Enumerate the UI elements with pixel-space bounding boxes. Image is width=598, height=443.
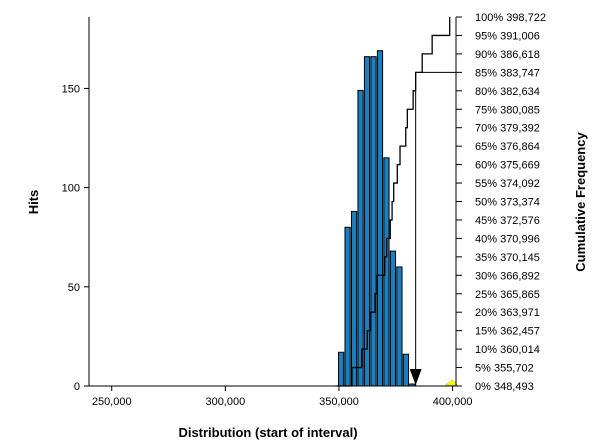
cumulative-label: 85% 383,747	[475, 67, 540, 79]
histogram-bar	[376, 50, 384, 387]
x-tick-label: 250,000	[92, 396, 132, 408]
cumulative-label: 55% 374,092	[475, 178, 540, 190]
cumulative-label: 35% 370,145	[475, 252, 540, 264]
histogram-bar	[396, 266, 403, 387]
cumulative-label: 40% 370,996	[475, 233, 540, 245]
cumulative-label: 30% 366,892	[475, 270, 540, 282]
cumulative-layer	[335, 17, 459, 387]
cumulative-label: 95% 391,006	[475, 30, 540, 42]
histogram-bar	[402, 353, 410, 387]
y-axis-title: Hits	[26, 190, 41, 215]
cumulative-label: 80% 382,634	[475, 86, 540, 98]
y-tick-label: 50	[68, 282, 80, 294]
cumulative-label: 5% 355,702	[475, 363, 534, 375]
yellow-marker	[444, 379, 459, 386]
cumulative-label: 20% 363,971	[475, 307, 540, 319]
histogram-bar	[350, 210, 358, 387]
cumulative-label: 10% 360,014	[475, 344, 540, 356]
y-tick-label: 0	[74, 381, 80, 393]
cumulative-label: 70% 379,392	[475, 123, 540, 135]
histogram-bar	[344, 226, 351, 387]
histogram-bar	[357, 89, 364, 387]
cumulative-label: 0% 348,493	[475, 381, 534, 393]
x-tick-label: 350,000	[319, 396, 359, 408]
x-tick-label: 400,000	[433, 396, 473, 408]
cumulative-label: 60% 375,669	[475, 160, 540, 172]
cumulative-label: 25% 365,865	[475, 289, 540, 301]
cumulative-label: 75% 380,085	[475, 104, 540, 116]
x-axis-title: Distribution (start of interval)	[178, 425, 357, 440]
right-axis-layer: 0% 348,493 5% 355,702 10% 360,014 15% 362,4…	[456, 12, 546, 393]
cumulative-label: 100% 398,722	[475, 12, 546, 24]
x-tick-label: 300,000	[205, 396, 245, 408]
y2-axis-title: Cumulative Frequency	[573, 132, 588, 272]
cumulative-label: 50% 373,374	[475, 197, 540, 209]
histogram-bar	[338, 351, 345, 387]
y-tick-label: 100	[62, 183, 80, 195]
histogram-bar	[389, 250, 397, 387]
bars-layer	[338, 50, 416, 387]
ticks-layer: 250,000 300,000 350,000 400,000 0 50 100 150	[62, 83, 473, 408]
cumulative-label: 15% 362,457	[475, 326, 540, 338]
cumulative-label: 45% 372,576	[475, 215, 540, 227]
histogram-bar	[370, 56, 377, 387]
cumulative-label: 65% 376,864	[475, 141, 540, 153]
percentile-arrow-marker	[409, 369, 422, 385]
y-tick-label: 150	[62, 83, 80, 95]
cumulative-label: 90% 386,618	[475, 49, 540, 61]
